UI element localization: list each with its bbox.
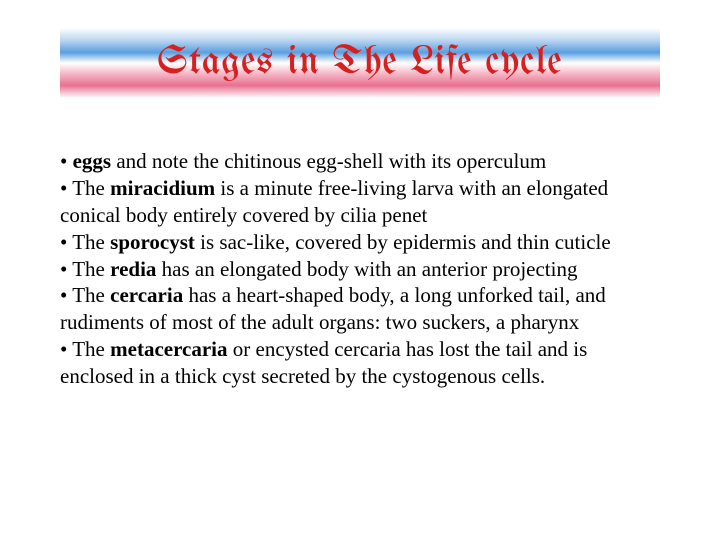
term-metacercaria: metacercaria <box>110 337 227 361</box>
bullet-2: • The miracidium is a minute free-living… <box>60 175 660 229</box>
slide-title: Stages in The Life cycle <box>157 43 562 84</box>
term-eggs: eggs <box>73 149 112 173</box>
bullet-1-text: and note the chitinous egg-shell with it… <box>111 149 546 173</box>
bullet-4: • The redia has an elongated body with a… <box>60 256 660 283</box>
bullet-4-prefix: The <box>72 257 110 281</box>
term-miracidium: miracidium <box>110 176 215 200</box>
title-banner: Stages in The Life cycle <box>60 28 660 98</box>
bullet-6: • The metacercaria or encysted cercaria … <box>60 336 660 390</box>
bullet-3-prefix: The <box>72 230 110 254</box>
bullet-char: • <box>60 230 67 254</box>
term-cercaria: cercaria <box>110 283 183 307</box>
term-redia: redia <box>110 257 156 281</box>
bullet-1: • eggs and note the chitinous egg-shell … <box>60 148 660 175</box>
bullet-3: • The sporocyst is sac-like, covered by … <box>60 229 660 256</box>
bullet-3-text: is sac-like, covered by epidermis and th… <box>195 230 611 254</box>
bullet-char: • <box>60 257 67 281</box>
bullet-char: • <box>60 149 67 173</box>
bullet-6-prefix: The <box>72 337 110 361</box>
bullet-4-text: has an elongated body with an anterior p… <box>156 257 577 281</box>
bullet-char: • <box>60 283 67 307</box>
term-sporocyst: sporocyst <box>110 230 195 254</box>
bullet-char: • <box>60 176 67 200</box>
content-area: • eggs and note the chitinous egg-shell … <box>60 148 660 390</box>
bullet-5-prefix: The <box>72 283 110 307</box>
bullet-2-prefix: The <box>72 176 110 200</box>
bullet-5: • The cercaria has a heart-shaped body, … <box>60 282 660 336</box>
bullet-char: • <box>60 337 67 361</box>
